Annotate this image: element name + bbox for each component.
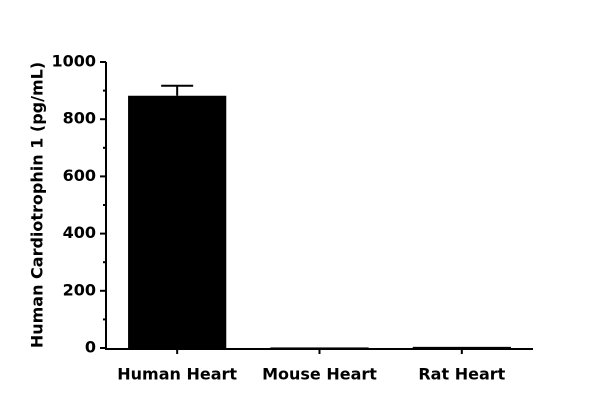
bar [412, 346, 511, 348]
y-tick-label: 800 [63, 109, 96, 128]
x-tick-label: Mouse Heart [262, 365, 377, 384]
x-tick-label: Rat Heart [418, 365, 505, 384]
y-tick-label: 400 [63, 223, 96, 242]
y-tick-label: 600 [63, 166, 96, 185]
bar [270, 347, 369, 349]
y-axis-title: Human Cardiotrophin 1 (pg/mL) [28, 62, 47, 348]
y-tick-label: 200 [63, 280, 96, 299]
y-tick-label: 1000 [51, 52, 96, 71]
y-tick-label: 0 [85, 338, 96, 357]
bar [128, 95, 227, 348]
x-tick-label: Human Heart [117, 365, 237, 384]
